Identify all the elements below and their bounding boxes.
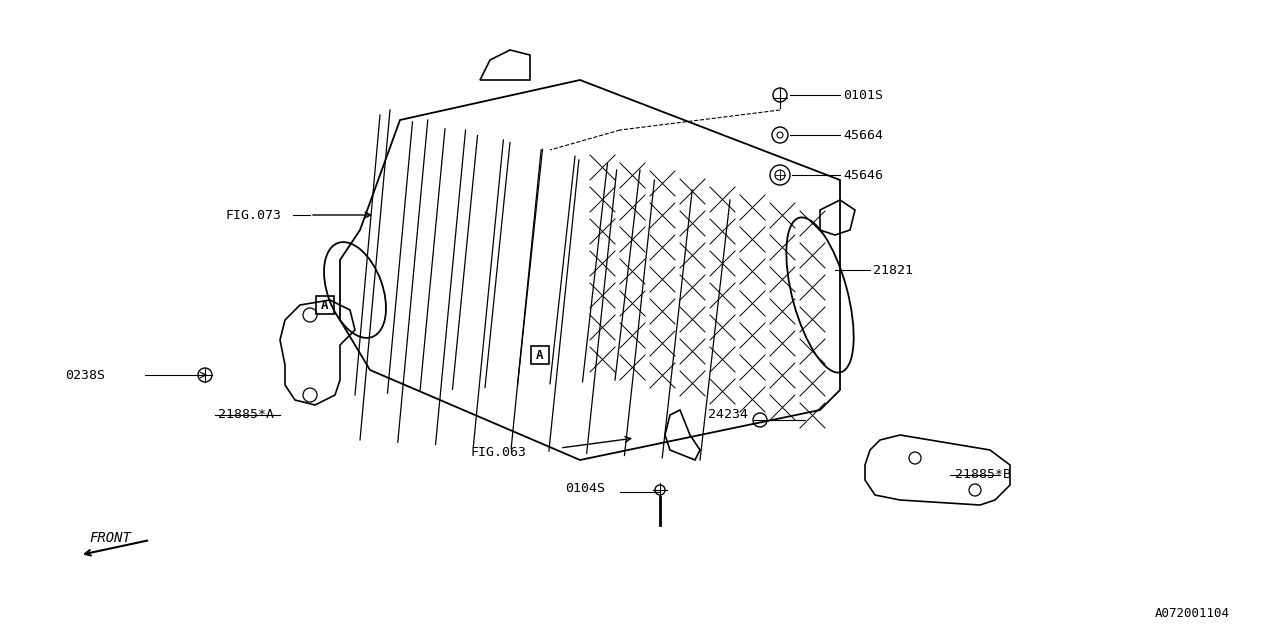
Text: 21821: 21821 [873,264,913,276]
Text: FIG.073: FIG.073 [225,209,282,221]
Text: 0104S: 0104S [564,481,605,495]
Text: 45646: 45646 [844,168,883,182]
Text: 0101S: 0101S [844,88,883,102]
Text: 45664: 45664 [844,129,883,141]
Text: A: A [536,349,544,362]
Text: 21885*A: 21885*A [218,408,274,422]
Text: FRONT: FRONT [90,531,131,545]
Text: 24234: 24234 [708,408,748,422]
Text: A072001104: A072001104 [1155,607,1230,620]
Text: A: A [321,298,329,312]
Text: 21885*B: 21885*B [955,468,1011,481]
Text: 0238S: 0238S [65,369,105,381]
Text: FIG.063: FIG.063 [470,445,526,458]
